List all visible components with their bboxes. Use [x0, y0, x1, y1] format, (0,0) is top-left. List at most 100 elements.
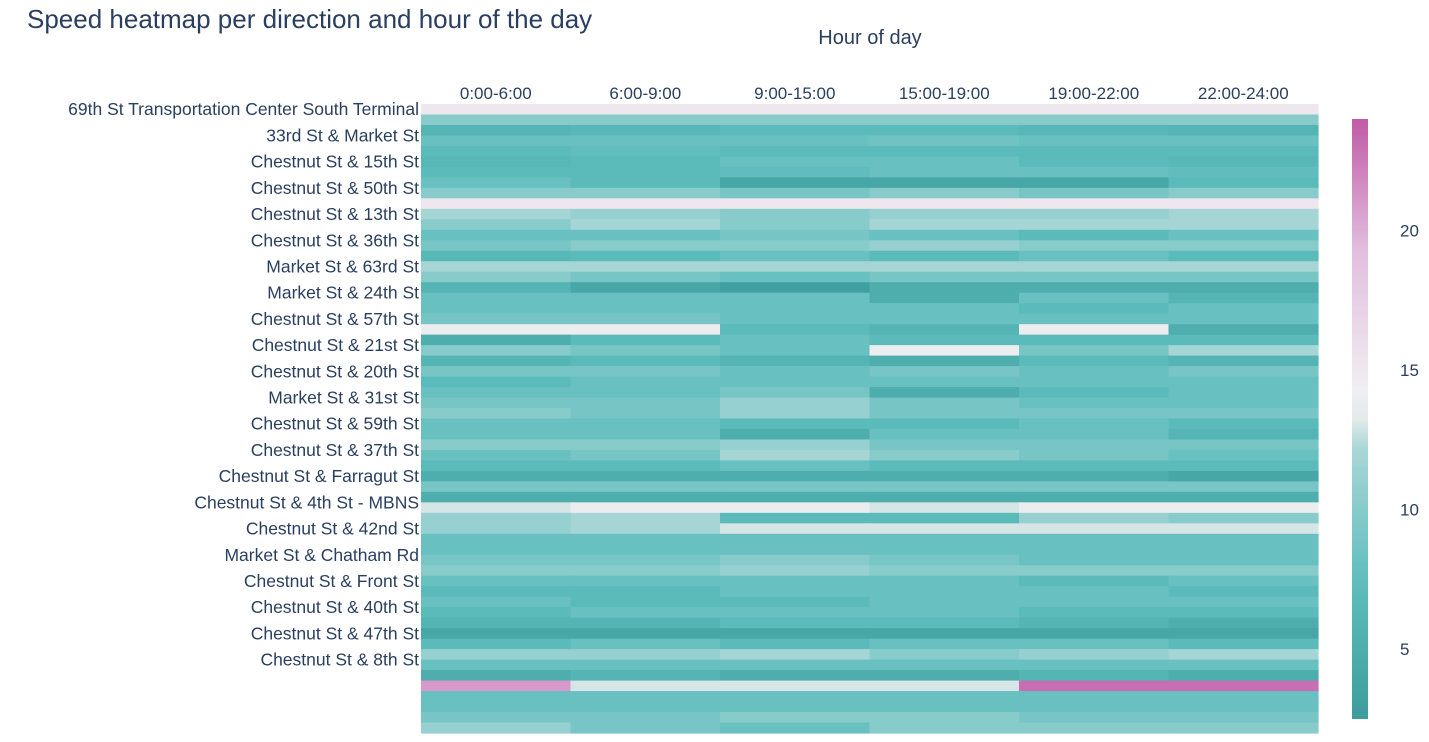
heatmap-cell	[869, 470, 1020, 482]
y-tick-label: Market St & 31st St	[268, 388, 419, 408]
heatmap-cell	[570, 229, 721, 241]
heatmap-cell	[1168, 470, 1319, 482]
heatmap-cell	[1168, 617, 1319, 629]
heatmap-cell	[720, 135, 871, 147]
heatmap-cell	[421, 104, 572, 116]
y-tick-label: Chestnut St & 15th St	[251, 152, 419, 172]
heatmap-cell	[869, 659, 1020, 671]
heatmap-cell	[421, 628, 572, 640]
heatmap-cell	[421, 229, 572, 241]
heatmap-cell	[869, 124, 1020, 137]
heatmap-cell	[570, 355, 721, 367]
y-tick-label: Chestnut St & 59th St	[251, 414, 419, 434]
heatmap-cell	[720, 722, 871, 734]
heatmap-cell	[869, 670, 1020, 682]
heatmap-cell	[720, 156, 871, 168]
heatmap-cell	[869, 156, 1020, 168]
heatmap-cell	[869, 187, 1020, 199]
heatmap-cell	[421, 586, 572, 598]
heatmap-cell	[421, 334, 572, 346]
heatmap-cell	[570, 208, 721, 220]
heatmap-cell	[869, 701, 1020, 713]
heatmap-cell	[869, 166, 1020, 178]
heatmap-cell	[1019, 292, 1170, 304]
heatmap-cell	[720, 387, 871, 399]
heatmap-cell	[1019, 250, 1170, 262]
heatmap-cell	[720, 449, 871, 462]
heatmap-cell	[1019, 670, 1170, 682]
y-axis: 69th St Transportation Center South Term…	[68, 99, 419, 669]
heatmap-cell	[1019, 324, 1170, 336]
heatmap-cell	[421, 156, 572, 168]
heatmap-cell	[1168, 607, 1319, 619]
heatmap-cell	[570, 313, 721, 325]
heatmap-cell	[720, 533, 871, 545]
heatmap-cell	[1019, 428, 1170, 441]
heatmap-cell	[1019, 177, 1170, 189]
heatmap-cell	[869, 428, 1020, 441]
heatmap-cell	[720, 166, 871, 178]
heatmap-cell	[1019, 261, 1170, 273]
heatmap-cell	[570, 250, 721, 262]
heatmap-cell	[869, 104, 1020, 116]
colorbar-tick-label: 10	[1400, 501, 1419, 520]
heatmap-cell	[570, 187, 721, 199]
heatmap-cell	[421, 376, 572, 388]
heatmap-cell	[421, 544, 572, 556]
heatmap-cell	[570, 387, 721, 399]
heatmap-cell	[1168, 397, 1319, 409]
heatmap-cell	[720, 408, 871, 420]
heatmap-cell	[421, 481, 572, 493]
heatmap-cell	[570, 586, 721, 598]
heatmap-cell	[1168, 523, 1319, 535]
heatmap-cell	[421, 512, 572, 524]
heatmap-cell	[1168, 428, 1319, 441]
heatmap-cell	[421, 649, 572, 661]
heatmap-cell	[421, 491, 572, 503]
y-tick-label: Chestnut St & 40th St	[251, 597, 419, 617]
heatmap-cell	[869, 554, 1020, 566]
y-tick-label: Chestnut St & 42nd St	[246, 519, 419, 539]
heatmap-cell	[1019, 491, 1170, 503]
colorbar-gradient	[1352, 119, 1368, 719]
heatmap-cell	[869, 271, 1020, 283]
heatmap-cell	[570, 397, 721, 409]
heatmap-cell	[421, 554, 572, 566]
y-tick-label: Chestnut St & 4th St - MBNS	[194, 492, 419, 512]
heatmap-cell	[421, 638, 572, 650]
heatmap-cell	[1019, 208, 1170, 220]
heatmap-cell	[869, 408, 1020, 420]
heatmap-cell	[421, 575, 572, 587]
heatmap-cell	[1168, 229, 1319, 241]
heatmap-cell	[421, 282, 572, 294]
heatmap-cell	[1019, 481, 1170, 493]
heatmap-cell	[720, 250, 871, 262]
heatmap-cell	[1168, 313, 1319, 325]
heatmap-cell	[421, 418, 572, 430]
heatmap-cell	[1019, 449, 1170, 462]
heatmap-cell	[421, 303, 572, 315]
y-tick-label: Chestnut St & 21st St	[252, 335, 419, 355]
heatmap-cell	[1019, 617, 1170, 629]
heatmap-cell	[1168, 104, 1319, 116]
y-tick-label: Chestnut St & 8th St	[260, 650, 419, 670]
heatmap-cell	[1168, 502, 1319, 514]
heatmap-cell	[720, 145, 871, 158]
chart-title: Speed heatmap per direction and hour of …	[27, 4, 593, 34]
heatmap-cell	[421, 145, 572, 158]
heatmap-cell	[1168, 481, 1319, 493]
heatmap-cell	[421, 397, 572, 409]
heatmap-cell	[720, 271, 871, 283]
heatmap-cell	[869, 502, 1020, 514]
heatmap-cell	[1168, 198, 1319, 210]
x-tick-label: 19:00-22:00	[1048, 84, 1139, 103]
heatmap-cell	[421, 596, 572, 608]
heatmap-cell	[1019, 282, 1170, 294]
heatmap-cell	[1168, 240, 1319, 252]
heatmap-cell	[570, 303, 721, 315]
colorbar-tick-label: 5	[1400, 640, 1409, 659]
heatmap-cell	[869, 596, 1020, 608]
heatmap-cell	[869, 177, 1020, 189]
heatmap-cell	[421, 439, 572, 451]
heatmap-cell	[1168, 512, 1319, 524]
